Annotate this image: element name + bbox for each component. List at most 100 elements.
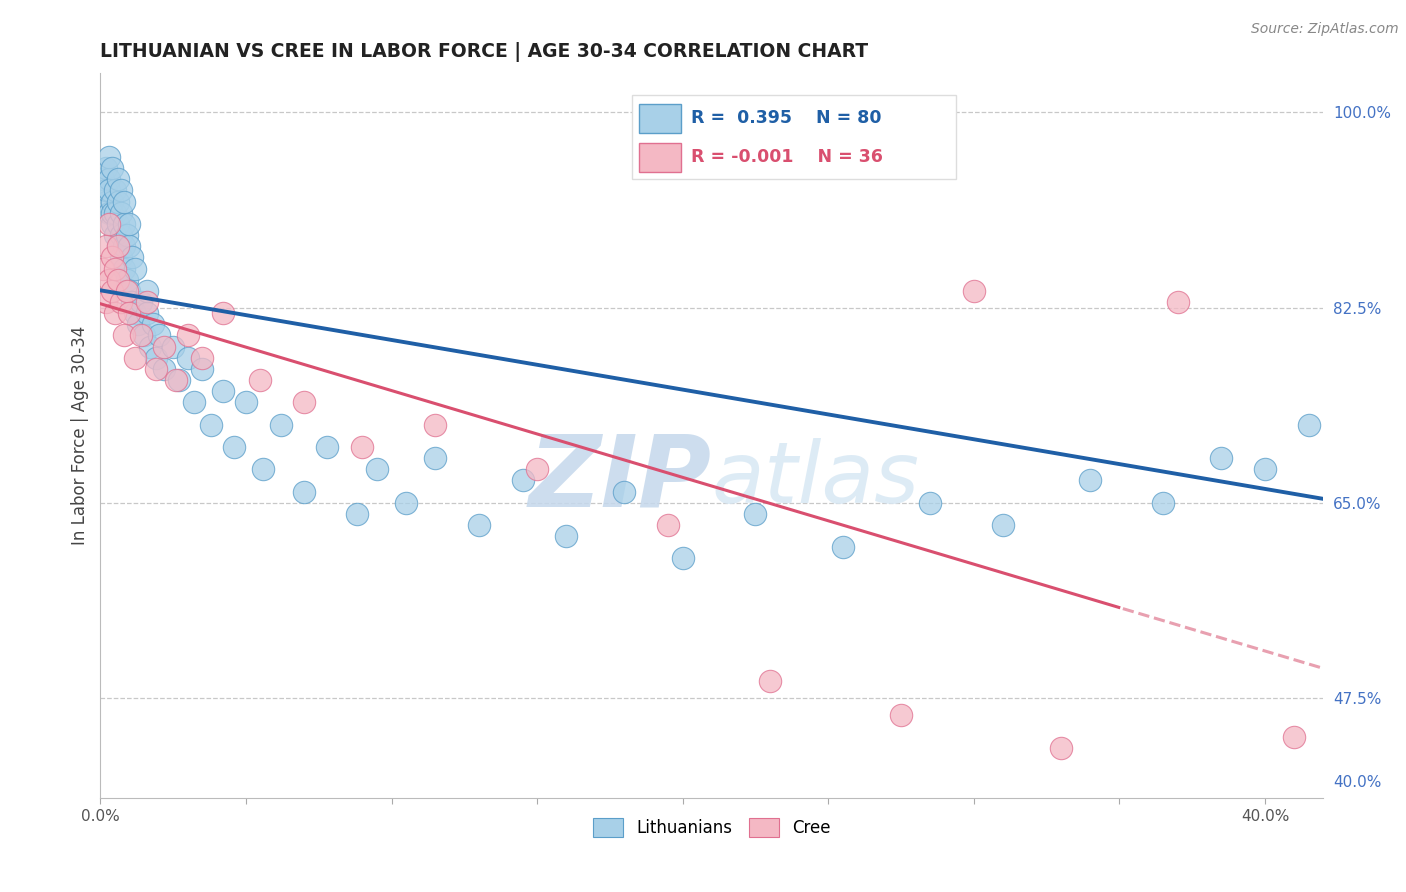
Point — [91, 261, 114, 276]
Point — [112, 217, 135, 231]
Point — [124, 261, 146, 276]
Point — [153, 362, 176, 376]
Point — [468, 518, 491, 533]
Point — [118, 239, 141, 253]
Text: atlas: atlas — [711, 438, 920, 521]
Point — [101, 206, 124, 220]
Point — [1355, 306, 1378, 320]
Point — [316, 440, 339, 454]
Point — [252, 462, 274, 476]
Point — [191, 362, 214, 376]
Point — [270, 417, 292, 432]
Point — [121, 295, 143, 310]
Point — [831, 541, 853, 555]
Point — [425, 417, 447, 432]
Point — [107, 273, 129, 287]
Point — [177, 328, 200, 343]
Point — [890, 707, 912, 722]
Point — [132, 328, 155, 343]
Text: Source: ZipAtlas.com: Source: ZipAtlas.com — [1251, 22, 1399, 37]
Point — [129, 328, 152, 343]
Point — [101, 251, 124, 265]
Point — [1254, 462, 1277, 476]
Point — [555, 529, 578, 543]
Point — [118, 217, 141, 231]
Point — [107, 239, 129, 253]
Point — [366, 462, 388, 476]
Point — [110, 206, 132, 220]
Point — [118, 306, 141, 320]
Point — [211, 384, 233, 399]
Point — [139, 340, 162, 354]
Point — [98, 172, 121, 186]
Point — [112, 239, 135, 253]
Point — [1211, 451, 1233, 466]
Text: LITHUANIAN VS CREE IN LABOR FORCE | AGE 30-34 CORRELATION CHART: LITHUANIAN VS CREE IN LABOR FORCE | AGE … — [100, 42, 869, 62]
Point — [98, 184, 121, 198]
Point — [124, 351, 146, 365]
Point — [98, 217, 121, 231]
Point — [107, 239, 129, 253]
Point — [107, 217, 129, 231]
Point — [249, 373, 271, 387]
Point — [104, 184, 127, 198]
Point — [526, 462, 548, 476]
Point — [112, 194, 135, 209]
Point — [121, 251, 143, 265]
Point — [112, 261, 135, 276]
Point — [115, 228, 138, 243]
Point — [96, 194, 118, 209]
Point — [613, 484, 636, 499]
Point — [136, 284, 159, 298]
Point — [346, 507, 368, 521]
Point — [96, 295, 118, 310]
Point — [395, 496, 418, 510]
Point — [104, 306, 127, 320]
Point — [177, 351, 200, 365]
Point — [1282, 730, 1305, 744]
Point — [1298, 417, 1320, 432]
Point — [127, 318, 149, 332]
Point — [224, 440, 246, 454]
Point — [104, 228, 127, 243]
Point — [1167, 295, 1189, 310]
Point — [136, 306, 159, 320]
Point — [1152, 496, 1174, 510]
Point — [963, 284, 986, 298]
Point — [512, 474, 534, 488]
Point — [425, 451, 447, 466]
Point — [110, 184, 132, 198]
Point — [292, 395, 315, 409]
Point — [1078, 474, 1101, 488]
Y-axis label: In Labor Force | Age 30-34: In Labor Force | Age 30-34 — [72, 326, 89, 545]
Point — [110, 251, 132, 265]
Legend: Lithuanians, Cree: Lithuanians, Cree — [586, 812, 838, 844]
Point — [145, 351, 167, 365]
Point — [101, 284, 124, 298]
Point — [96, 161, 118, 176]
Point — [672, 551, 695, 566]
Point — [165, 373, 187, 387]
Point — [115, 273, 138, 287]
Point — [104, 261, 127, 276]
Point — [101, 161, 124, 176]
Point — [153, 340, 176, 354]
Point — [124, 306, 146, 320]
Point — [162, 340, 184, 354]
Point — [136, 295, 159, 310]
Point — [1371, 105, 1393, 120]
Point — [91, 172, 114, 186]
Point — [101, 194, 124, 209]
Point — [352, 440, 374, 454]
Point — [235, 395, 257, 409]
Point — [110, 228, 132, 243]
Point — [110, 295, 132, 310]
Point — [107, 172, 129, 186]
Point — [115, 284, 138, 298]
Point — [200, 417, 222, 432]
Point — [744, 507, 766, 521]
Point — [292, 484, 315, 499]
Point — [129, 295, 152, 310]
Point — [96, 239, 118, 253]
Point — [118, 284, 141, 298]
